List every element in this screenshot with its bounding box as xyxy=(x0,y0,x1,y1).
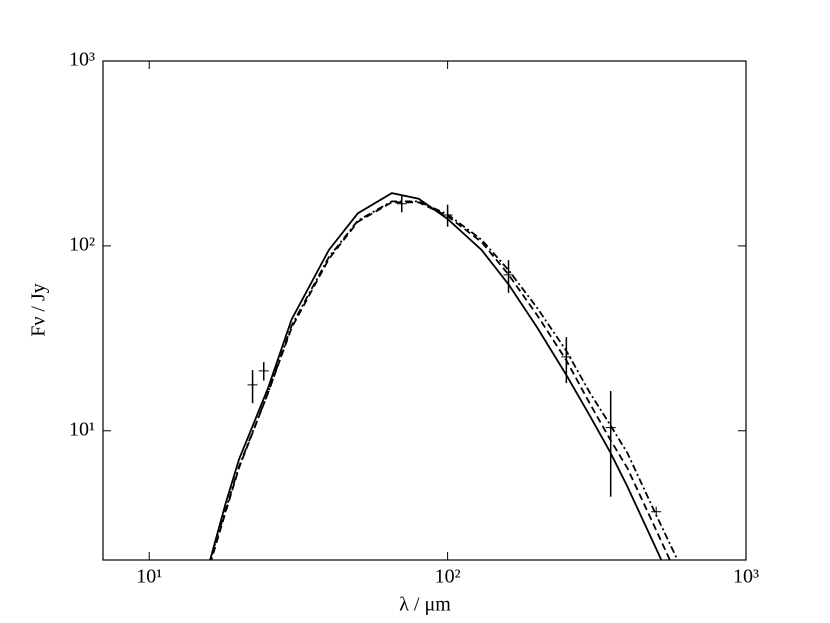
model-curve xyxy=(209,192,663,560)
data-point xyxy=(258,365,269,376)
data-point xyxy=(247,379,258,390)
plot-frame xyxy=(102,60,747,561)
model-curve xyxy=(210,201,671,560)
data-point xyxy=(396,198,407,209)
data-point xyxy=(503,269,514,280)
data-point xyxy=(605,422,616,433)
data-point xyxy=(561,351,572,362)
data-point xyxy=(651,506,662,517)
plot-area xyxy=(209,192,679,560)
x-tick-label: 10² xyxy=(435,566,461,588)
y-tick-label: 10¹ xyxy=(69,418,95,440)
y-axis-label: Fν / Jy xyxy=(28,283,50,337)
y-tick-label: 10³ xyxy=(69,49,95,71)
y-tick-label: 10² xyxy=(69,233,95,255)
data-point xyxy=(442,209,453,220)
x-tick-label: 10¹ xyxy=(136,566,162,588)
model-curve xyxy=(209,200,679,560)
x-tick-label: 10³ xyxy=(733,566,759,588)
x-axis-label: λ / μm xyxy=(399,594,451,616)
